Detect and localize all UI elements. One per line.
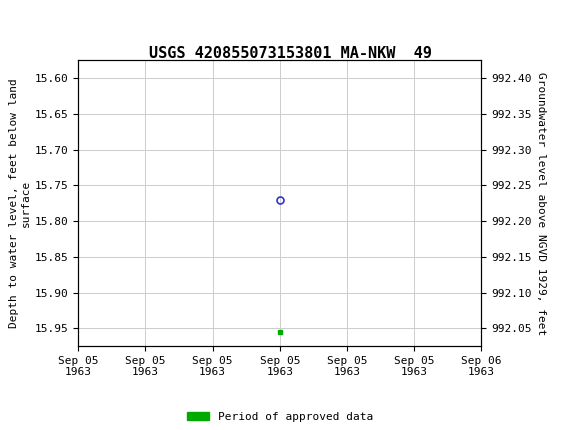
Text: USGS: USGS — [44, 14, 99, 31]
Y-axis label: Groundwater level above NGVD 1929, feet: Groundwater level above NGVD 1929, feet — [536, 71, 546, 335]
Y-axis label: Depth to water level, feet below land
surface: Depth to water level, feet below land su… — [9, 78, 31, 328]
Legend: Period of approved data: Period of approved data — [182, 408, 378, 427]
Text: USGS 420855073153801 MA-NKW  49: USGS 420855073153801 MA-NKW 49 — [148, 46, 432, 61]
